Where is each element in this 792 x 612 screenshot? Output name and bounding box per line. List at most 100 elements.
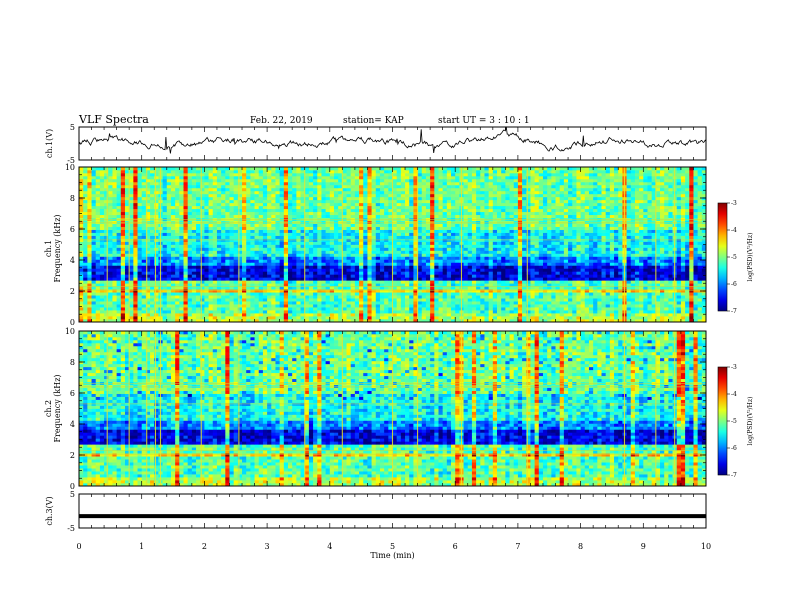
- ch1-spectrogram-cell: [597, 235, 602, 239]
- ch1-spectrogram-cell: [137, 268, 143, 272]
- ch1-spectrogram-cell: [446, 304, 452, 308]
- ch1-spectrogram-cell: [137, 310, 143, 314]
- ch1-spectrogram-cell: [296, 280, 301, 284]
- ch1-spectrogram-cell: [384, 277, 389, 281]
- ch1-spectrogram-cell: [526, 268, 531, 272]
- ch1-spectrogram-cell: [388, 286, 393, 290]
- ch1-spectrogram-cell: [333, 283, 339, 287]
- ch1-spectrogram-cell: [430, 247, 435, 251]
- ch1-spectrogram-cell: [451, 253, 456, 257]
- ch1-spectrogram-cell: [150, 316, 155, 320]
- ch1-spectrogram-cell: [237, 310, 243, 314]
- ch1-spectrogram-cell: [329, 289, 335, 293]
- ch1-spectrogram-cell: [568, 295, 573, 299]
- ch1-spectrogram-cell: [534, 226, 540, 230]
- ch1-spectrogram-cell: [354, 289, 360, 293]
- ch1-spectrogram-cell: [409, 304, 414, 308]
- ch1-spectrogram-cell: [338, 298, 343, 302]
- ch1-spectrogram-cell: [501, 256, 506, 260]
- ch1-spectrogram-cell: [317, 247, 322, 251]
- ch1-spectrogram-cell: [229, 295, 235, 299]
- ch1-spectrogram-cell: [597, 286, 602, 290]
- ch1-spectrogram-cell: [212, 307, 218, 311]
- ch1-spectrogram-cell: [588, 286, 594, 290]
- ch1-spectrogram-cell: [689, 319, 694, 323]
- ch1-spectrogram-cell: [196, 229, 201, 233]
- ch1-spectrogram-cell: [572, 313, 577, 317]
- ch1-spectrogram-cell: [421, 274, 427, 278]
- ch1-spectrogram-cell: [693, 301, 698, 305]
- ch1-spectrogram-cell: [120, 262, 126, 266]
- ch1-spectrogram-cell: [522, 250, 527, 254]
- ch1-spectrogram-cell: [517, 226, 523, 230]
- ch1-spectrogram-cell: [271, 241, 276, 245]
- ch1-spectrogram-cell: [668, 310, 673, 314]
- ch1-spectrogram-cell: [196, 241, 201, 245]
- ch1-spectrogram-cell: [221, 271, 226, 275]
- ch1-spectrogram-cell: [551, 268, 556, 272]
- ch1-spectrogram-cell: [108, 265, 113, 269]
- ch1-spectrogram-cell: [568, 235, 573, 239]
- ch1-spectrogram-cell: [542, 274, 548, 278]
- ch1-spectrogram-cell: [476, 235, 481, 239]
- ch1-spectrogram-cell: [150, 250, 155, 254]
- ch1-spectrogram-cell: [183, 319, 189, 323]
- ch1-spectrogram-cell: [668, 283, 673, 287]
- ch1-spectrogram-cell: [191, 307, 197, 311]
- ch1-spectrogram-cell: [342, 241, 347, 245]
- ch1-spectrogram-cell: [313, 268, 318, 272]
- ch1-spectrogram-cell: [350, 304, 356, 308]
- ch1-spectrogram-cell: [350, 283, 356, 287]
- ch1-spectrogram-cell: [480, 316, 485, 320]
- ch1-spectrogram-cell: [288, 232, 293, 236]
- ch1-spectrogram-cell: [576, 265, 581, 269]
- ch1-spectrogram-cell: [141, 274, 147, 278]
- ch1-spectrogram-cell: [388, 232, 393, 236]
- ch1-spectrogram-cell: [467, 301, 473, 305]
- ch1-spectrogram-cell: [701, 283, 707, 287]
- ch1-spectrogram-cell: [250, 232, 255, 236]
- ch1-spectrogram-cell: [179, 298, 184, 302]
- ch1-spectrogram-cell: [643, 241, 648, 245]
- ch1-spectrogram-cell: [668, 259, 673, 263]
- ch1-spectrogram-cell: [509, 271, 515, 275]
- ch1-spectrogram-cell: [175, 274, 180, 278]
- ch1-spectrogram-cell: [216, 286, 222, 290]
- ch1-spectrogram-cell: [534, 259, 540, 263]
- ch1-spectrogram-cell: [463, 247, 469, 251]
- ch1-spectrogram-cell: [392, 229, 398, 233]
- ch1-spectrogram-cell: [91, 235, 97, 239]
- ch1-spectrogram-cell: [630, 283, 636, 287]
- ch1-spectrogram-cell: [492, 313, 498, 317]
- ch1-spectrogram-cell: [392, 241, 398, 245]
- ch1-spectrogram-cell: [342, 307, 347, 311]
- ch1-spectrogram-cell: [333, 301, 339, 305]
- ch1-spectrogram-cell: [463, 292, 469, 296]
- ch1-spectrogram-cell: [614, 310, 619, 314]
- ch1-spectrogram-cell: [409, 301, 414, 305]
- ch1-spectrogram-cell: [614, 244, 619, 248]
- ch1-spectrogram-cell: [112, 280, 117, 284]
- ch1-spectrogram-cell: [267, 289, 272, 293]
- ch1-spectrogram-cell: [400, 271, 406, 275]
- ch1-spectrogram-cell: [367, 310, 372, 314]
- ch1-spectrogram-cell: [342, 310, 347, 314]
- ch1-spectrogram-cell: [572, 277, 577, 281]
- ch1-spectrogram-cell: [170, 247, 176, 251]
- ch1-spectrogram-cell: [283, 274, 289, 278]
- ch1-spectrogram-cell: [187, 244, 193, 248]
- ch1-spectrogram-cell: [196, 274, 201, 278]
- ch1-spectrogram-cell: [216, 295, 222, 299]
- ch1-spectrogram-cell: [455, 232, 460, 236]
- ch1-spectrogram-cell: [91, 277, 97, 281]
- ch1-spectrogram-cell: [597, 277, 602, 281]
- ch1-spectrogram-cell: [162, 292, 168, 296]
- ch1-spectrogram-cell: [530, 250, 535, 254]
- ch1-spectrogram-cell: [237, 232, 243, 236]
- ch1-spectrogram-cell: [208, 301, 214, 305]
- ch1-spectrogram-cell: [568, 298, 573, 302]
- ch1-spectrogram-cell: [208, 229, 214, 233]
- ch1-spectrogram-cell: [593, 256, 598, 260]
- ch1-spectrogram-cell: [296, 295, 301, 299]
- ch1-spectrogram-cell: [568, 307, 573, 311]
